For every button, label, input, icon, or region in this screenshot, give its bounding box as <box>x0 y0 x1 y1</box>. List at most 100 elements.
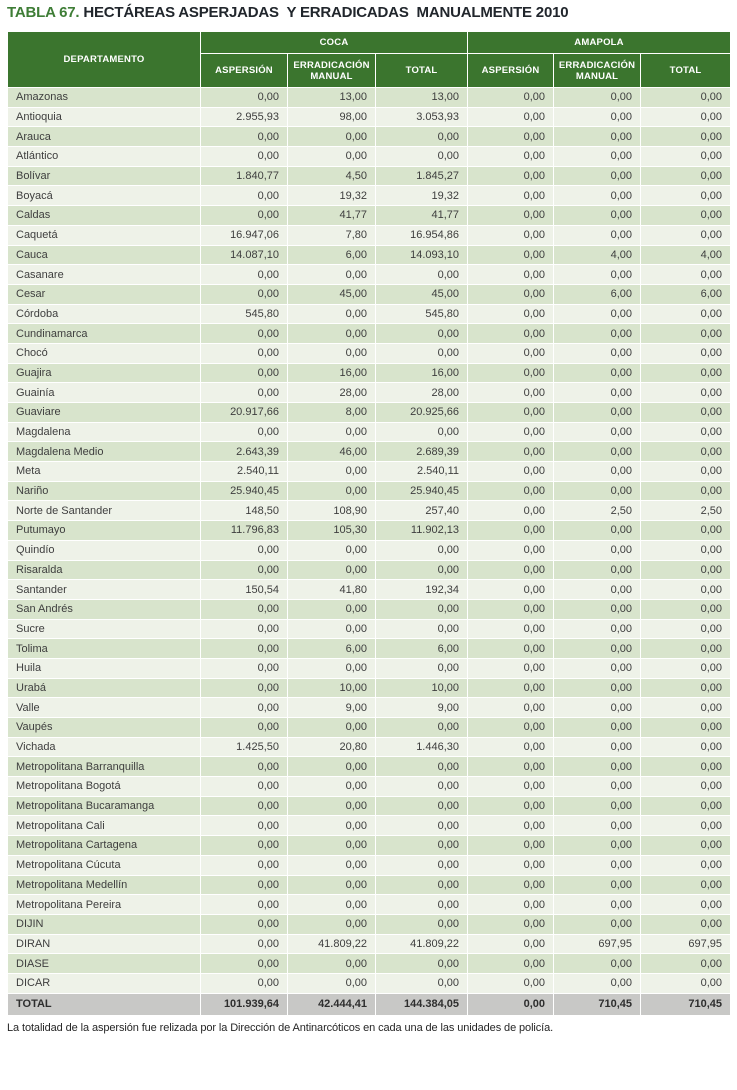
value-cell: 0,00 <box>553 106 642 128</box>
value-cell: 0,00 <box>200 421 288 443</box>
value-cell: 0,00 <box>553 362 642 384</box>
value-cell: 45,00 <box>374 283 469 305</box>
value-cell: 0,00 <box>374 421 469 443</box>
table-row: Córdoba 545,80 0,00 545,80 0,00 0,00 0,00 <box>7 303 732 325</box>
value-cell: 0,00 <box>467 402 555 423</box>
value-cell: 25.940,45 <box>200 480 288 502</box>
dept-cell: Antioquia <box>7 106 201 128</box>
value-cell: 148,50 <box>200 500 288 522</box>
table-row: Guainía 0,00 28,00 28,00 0,00 0,00 0,00 <box>7 382 732 403</box>
dept-cell: DIASE <box>7 953 201 974</box>
total-value-cell: 710,45 <box>553 992 642 1016</box>
value-cell: 0,00 <box>553 894 642 915</box>
value-cell: 0,00 <box>640 146 732 167</box>
value-cell: 0,00 <box>287 323 376 344</box>
value-cell: 0,00 <box>467 382 555 403</box>
value-cell: 0,00 <box>467 205 555 226</box>
value-cell: 0,00 <box>200 185 288 207</box>
value-cell: 0,00 <box>287 461 376 482</box>
table-row: Boyacá 0,00 19,32 19,32 0,00 0,00 0,00 <box>7 185 732 207</box>
dept-cell: Metropolitana Bucaramanga <box>7 795 201 817</box>
value-cell: 0,00 <box>553 618 642 640</box>
value-cell: 0,00 <box>467 342 555 364</box>
value-cell: 2.540,11 <box>200 461 288 482</box>
value-cell: 0,00 <box>553 717 642 738</box>
value-cell: 0,00 <box>287 618 376 640</box>
value-cell: 0,00 <box>374 913 469 935</box>
value-cell: 11.796,83 <box>200 520 288 541</box>
value-cell: 0,00 <box>200 205 288 226</box>
value-cell: 41.809,22 <box>287 933 376 955</box>
value-cell: 41,80 <box>287 579 376 600</box>
table-row: Caquetá 16.947,06 7,80 16.954,86 0,00 0,00 0,0… <box>7 224 732 246</box>
value-cell: 0,00 <box>640 126 732 148</box>
value-cell: 0,00 <box>200 146 288 167</box>
value-cell: 0,00 <box>553 303 642 325</box>
header-coca-erradicacion-manual: ERRADICACIÓN MANUAL <box>287 53 376 88</box>
total-row: TOTAL 101.939,64 42.444,41 144.384,05 0,00 71… <box>7 992 732 1016</box>
value-cell: 16,00 <box>287 362 376 384</box>
value-cell: 0,00 <box>640 736 732 758</box>
value-cell: 0,00 <box>200 559 288 581</box>
value-cell: 0,00 <box>467 500 555 522</box>
value-cell: 0,00 <box>553 87 642 108</box>
value-cell: 0,00 <box>467 461 555 482</box>
value-cell: 0,00 <box>553 795 642 817</box>
dept-cell: Metropolitana Medellín <box>7 874 201 896</box>
table-row: Guajira 0,00 16,00 16,00 0,00 0,00 0,00 <box>7 362 732 384</box>
value-cell: 0,00 <box>640 756 732 778</box>
dept-cell: San Andrés <box>7 598 201 620</box>
dept-cell: Arauca <box>7 126 201 148</box>
value-cell: 0,00 <box>467 165 555 187</box>
value-cell: 0,00 <box>553 638 642 659</box>
value-cell: 0,00 <box>287 756 376 778</box>
dept-cell: Boyacá <box>7 185 201 207</box>
value-cell: 0,00 <box>287 953 376 974</box>
value-cell: 2.540,11 <box>374 461 469 482</box>
table-row: Tolima 0,00 6,00 6,00 0,00 0,00 0,00 <box>7 638 732 659</box>
value-cell: 2.955,93 <box>200 106 288 128</box>
value-cell: 0,00 <box>200 342 288 364</box>
table-row: Huila 0,00 0,00 0,00 0,00 0,00 0,00 <box>7 657 732 679</box>
value-cell: 0,00 <box>287 303 376 325</box>
value-cell: 1.446,30 <box>374 736 469 758</box>
value-cell: 1.840,77 <box>200 165 288 187</box>
header-amapola-aspersion: ASPERSIÓN <box>467 53 555 88</box>
header-coca-total: TOTAL <box>374 53 469 88</box>
value-cell: 0,00 <box>287 776 376 797</box>
table-row: Guaviare 20.917,66 8,00 20.925,66 0,00 0,00 0,… <box>7 402 732 423</box>
table-row: Metropolitana Cali 0,00 0,00 0,00 0,00 0,00 0,… <box>7 815 732 837</box>
value-cell: 0,00 <box>553 559 642 581</box>
dept-cell: Cauca <box>7 244 201 266</box>
dept-cell: DICAR <box>7 972 201 994</box>
value-cell: 0,00 <box>200 87 288 108</box>
value-cell: 0,00 <box>467 283 555 305</box>
value-cell: 9,00 <box>287 697 376 718</box>
value-cell: 2.643,39 <box>200 441 288 463</box>
dept-cell: Córdoba <box>7 303 201 325</box>
value-cell: 0,00 <box>287 480 376 502</box>
value-cell: 28,00 <box>374 382 469 403</box>
value-cell: 0,00 <box>200 717 288 738</box>
value-cell: 8,00 <box>287 402 376 423</box>
value-cell: 0,00 <box>200 953 288 974</box>
table-row: Putumayo 11.796,83 105,30 11.902,13 0,00 0,00… <box>7 520 732 541</box>
value-cell: 0,00 <box>640 953 732 974</box>
dept-cell: Vaupés <box>7 717 201 738</box>
value-cell: 1.845,27 <box>374 165 469 187</box>
value-cell: 0,00 <box>640 894 732 915</box>
table-row: Metropolitana Medellín 0,00 0,00 0,00 0,00 0,… <box>7 874 732 896</box>
value-cell: 0,00 <box>287 717 376 738</box>
value-cell: 0,00 <box>287 815 376 837</box>
value-cell: 0,00 <box>467 441 555 463</box>
value-cell: 0,00 <box>640 342 732 364</box>
table-title-text: HECTÁREAS ASPERJADAS Y ERRADICADAS MANUA… <box>79 4 569 21</box>
value-cell: 0,00 <box>467 224 555 246</box>
value-cell: 0,00 <box>374 618 469 640</box>
table-row: Valle 0,00 9,00 9,00 0,00 0,00 0,00 <box>7 697 732 718</box>
value-cell: 0,00 <box>640 264 732 285</box>
table-title: TABLA 67. HECTÁREAS ASPERJADAS Y ERRADIC… <box>7 4 730 21</box>
value-cell: 19,32 <box>374 185 469 207</box>
value-cell: 0,00 <box>200 539 288 561</box>
value-cell: 0,00 <box>553 854 642 876</box>
